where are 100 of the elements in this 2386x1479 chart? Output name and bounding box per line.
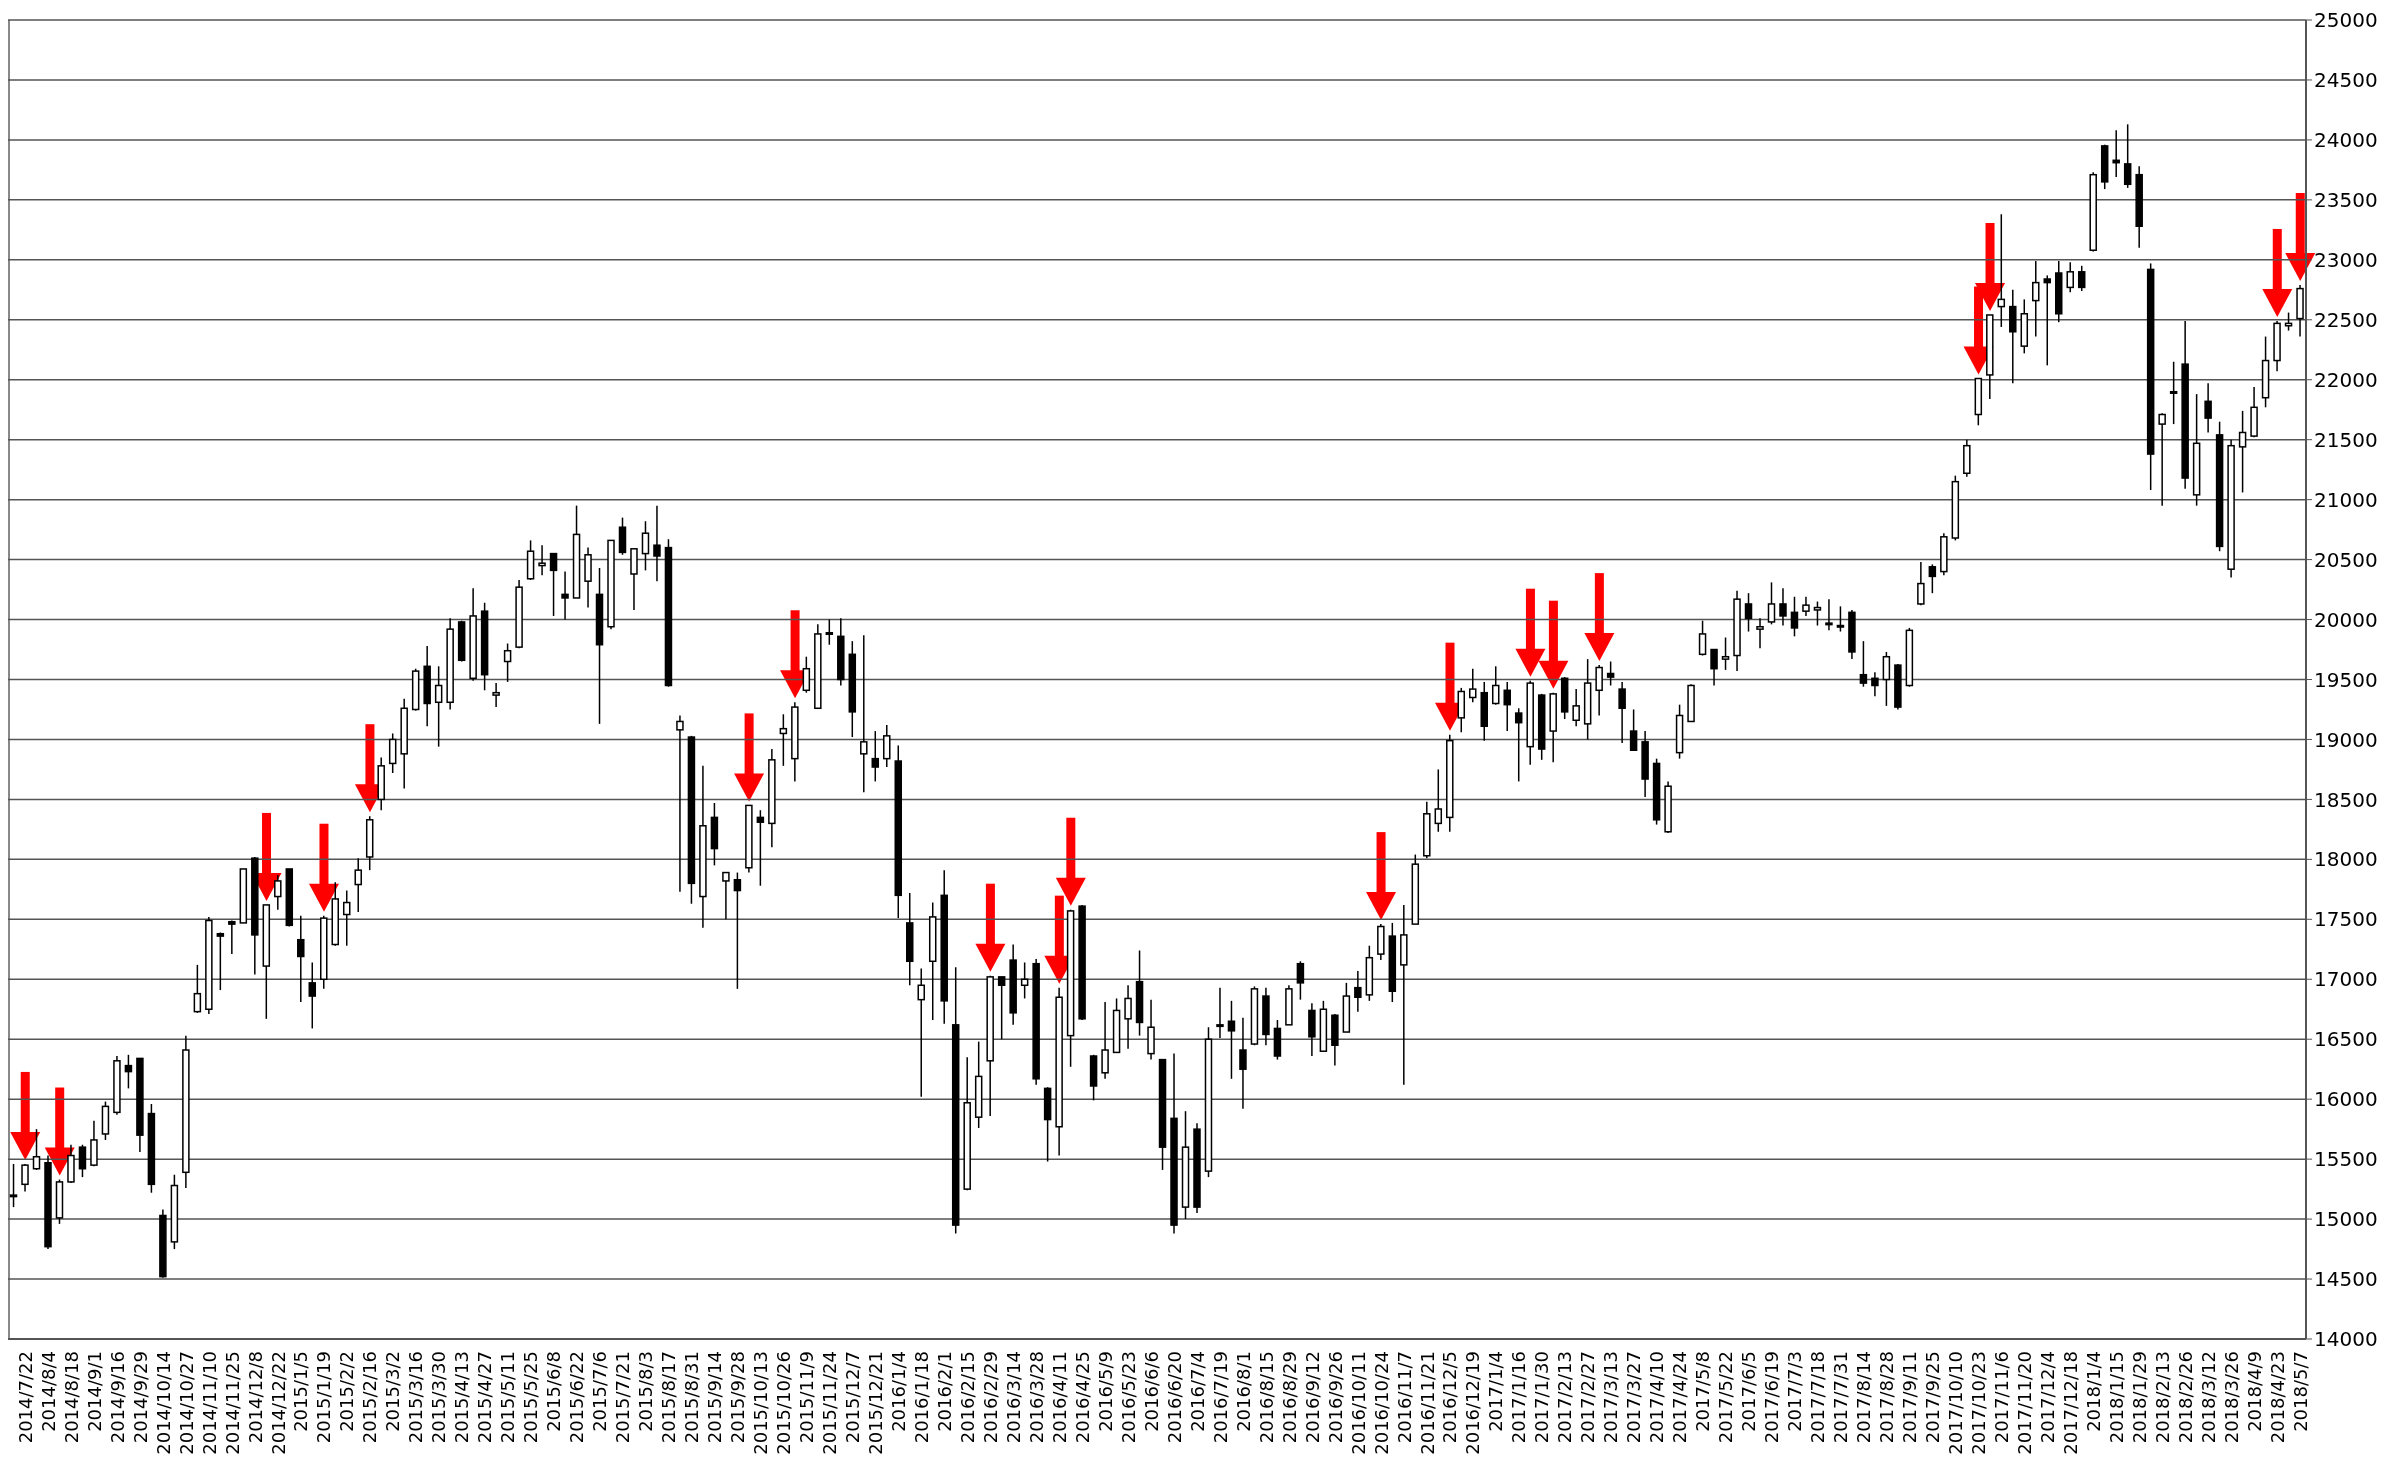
x-tick-label: 2017/11/20 <box>2013 1351 2035 1455</box>
y-tick-label: 14000 <box>2314 1327 2378 1352</box>
x-tick-label: 2017/9/25 <box>1922 1351 1944 1444</box>
candlestick <box>779 713 788 767</box>
x-tick-label: 2015/9/28 <box>727 1351 749 1444</box>
x-tick-label: 2018/5/7 <box>2289 1351 2311 1432</box>
candlestick <box>1825 598 1833 632</box>
x-tick-label: 2017/7/31 <box>1830 1351 1852 1444</box>
candlestick <box>1124 984 1132 1050</box>
candlestick <box>1756 617 1764 650</box>
x-tick-label: 2018/4/9 <box>2243 1351 2265 1432</box>
x-tick-label: 2015/11/9 <box>796 1351 818 1444</box>
x-tick-label: 2016/9/12 <box>1301 1351 1323 1444</box>
x-tick-label: 2016/7/4 <box>1186 1351 1208 1432</box>
candlestick <box>1514 707 1523 783</box>
x-tick-label: 2015/9/14 <box>704 1351 726 1444</box>
x-tick-label: 2016/2/15 <box>956 1351 978 1444</box>
y-tick-label: 23500 <box>2314 187 2378 212</box>
candlestick <box>653 504 661 582</box>
candlestick <box>388 732 397 774</box>
y-tick-label: 19500 <box>2314 667 2378 692</box>
candlestick <box>1227 1000 1236 1080</box>
x-tick-label: 2016/3/14 <box>1002 1351 1024 1444</box>
y-tick-label: 15500 <box>2314 1147 2378 1172</box>
x-tick-label: 2016/11/21 <box>1416 1351 1438 1455</box>
candlestick <box>561 570 569 621</box>
candlestick <box>1790 596 1799 638</box>
x-tick-label: 2014/11/25 <box>221 1351 243 1455</box>
candlestick <box>1595 664 1603 717</box>
candlestick <box>825 618 834 646</box>
candlestick <box>1618 681 1626 744</box>
x-tick-label: 2015/11/24 <box>819 1351 841 1455</box>
x-tick-label: 2017/4/24 <box>1669 1351 1691 1444</box>
x-tick-label: 2018/4/23 <box>2266 1351 2288 1444</box>
candlestick <box>32 1128 41 1171</box>
x-tick-label: 2015/10/13 <box>750 1351 772 1455</box>
candlestick <box>1296 960 1305 1001</box>
y-tick-label: 18500 <box>2314 787 2378 812</box>
x-tick-label: 2017/12/18 <box>2059 1351 2081 1455</box>
x-tick-label: 2015/5/25 <box>520 1351 542 1444</box>
x-tick-label: 2016/4/11 <box>1048 1351 1070 1444</box>
x-tick-label: 2016/3/28 <box>1025 1351 1047 1444</box>
x-tick-label: 2017/5/22 <box>1715 1351 1737 1444</box>
x-tick-label: 2017/8/28 <box>1876 1351 1898 1444</box>
candlestick <box>1629 708 1638 751</box>
y-tick-label: 22000 <box>2314 367 2378 392</box>
y-tick-label: 18000 <box>2314 847 2378 872</box>
candlestick <box>1744 592 1753 633</box>
candlestick <box>917 967 925 1098</box>
candlestick <box>1434 768 1443 833</box>
x-tick-label: 2015/8/3 <box>635 1351 657 1432</box>
y-tick-label: 21000 <box>2314 487 2378 512</box>
x-tick-label: 2015/12/21 <box>864 1351 886 1455</box>
x-tick-label: 2015/7/21 <box>612 1351 634 1444</box>
x-tick-label: 2017/10/23 <box>1968 1351 1990 1455</box>
y-tick-label: 24000 <box>2314 128 2378 153</box>
x-tick-label: 2015/7/6 <box>589 1351 611 1432</box>
candlestick <box>1216 986 1224 1039</box>
candlestick <box>1917 561 1925 606</box>
candlestick <box>733 871 742 990</box>
x-tick-label: 2015/10/26 <box>773 1351 795 1455</box>
candlestick <box>883 724 891 768</box>
candlestick <box>124 1054 133 1090</box>
x-tick-label: 2015/6/22 <box>566 1351 588 1444</box>
candlestick <box>641 520 650 572</box>
candlestick <box>1354 970 1362 1013</box>
candlestick <box>1020 961 1029 1000</box>
x-tick-label: 2018/3/12 <box>2197 1351 2219 1444</box>
candlestick <box>1503 681 1511 732</box>
y-tick-label: 17500 <box>2314 907 2378 932</box>
x-tick-label: 2016/1/18 <box>910 1351 932 1444</box>
x-tick-label: 2018/1/4 <box>2082 1351 2104 1432</box>
candlestick <box>1572 688 1580 728</box>
y-tick-label: 15000 <box>2314 1207 2378 1232</box>
candlestick <box>676 714 684 893</box>
x-tick-label: 2016/10/11 <box>1347 1351 1369 1455</box>
x-tick-label: 2017/12/4 <box>2036 1351 2058 1444</box>
x-tick-label: 2014/9/29 <box>129 1351 151 1444</box>
x-tick-label: 2014/9/1 <box>83 1351 105 1432</box>
candlestick <box>228 919 236 955</box>
y-tick-label: 23000 <box>2314 247 2378 272</box>
candlestick <box>1859 640 1868 688</box>
y-tick-label: 20000 <box>2314 607 2378 632</box>
x-tick-label: 2016/5/9 <box>1094 1351 1116 1432</box>
y-tick-label: 21500 <box>2314 427 2378 452</box>
x-tick-label: 2016/10/24 <box>1370 1351 1392 1455</box>
x-tick-label: 2015/6/8 <box>543 1351 565 1432</box>
x-tick-label: 2014/9/16 <box>106 1351 128 1444</box>
y-tick-label: 14500 <box>2314 1267 2378 1292</box>
x-tick-label: 2015/2/2 <box>336 1351 358 1432</box>
x-tick-label: 2016/11/7 <box>1393 1351 1415 1444</box>
x-tick-label: 2017/6/5 <box>1738 1351 1760 1432</box>
x-tick-label: 2016/6/6 <box>1140 1351 1162 1432</box>
candlestick <box>860 634 868 793</box>
x-tick-label: 2014/11/10 <box>198 1351 220 1455</box>
x-tick-label: 2017/9/11 <box>1899 1351 1921 1444</box>
x-tick-label: 2014/10/14 <box>152 1351 174 1455</box>
x-tick-label: 2018/3/26 <box>2220 1351 2242 1444</box>
candlestick <box>1802 596 1810 617</box>
x-tick-label: 2016/12/5 <box>1439 1351 1461 1444</box>
